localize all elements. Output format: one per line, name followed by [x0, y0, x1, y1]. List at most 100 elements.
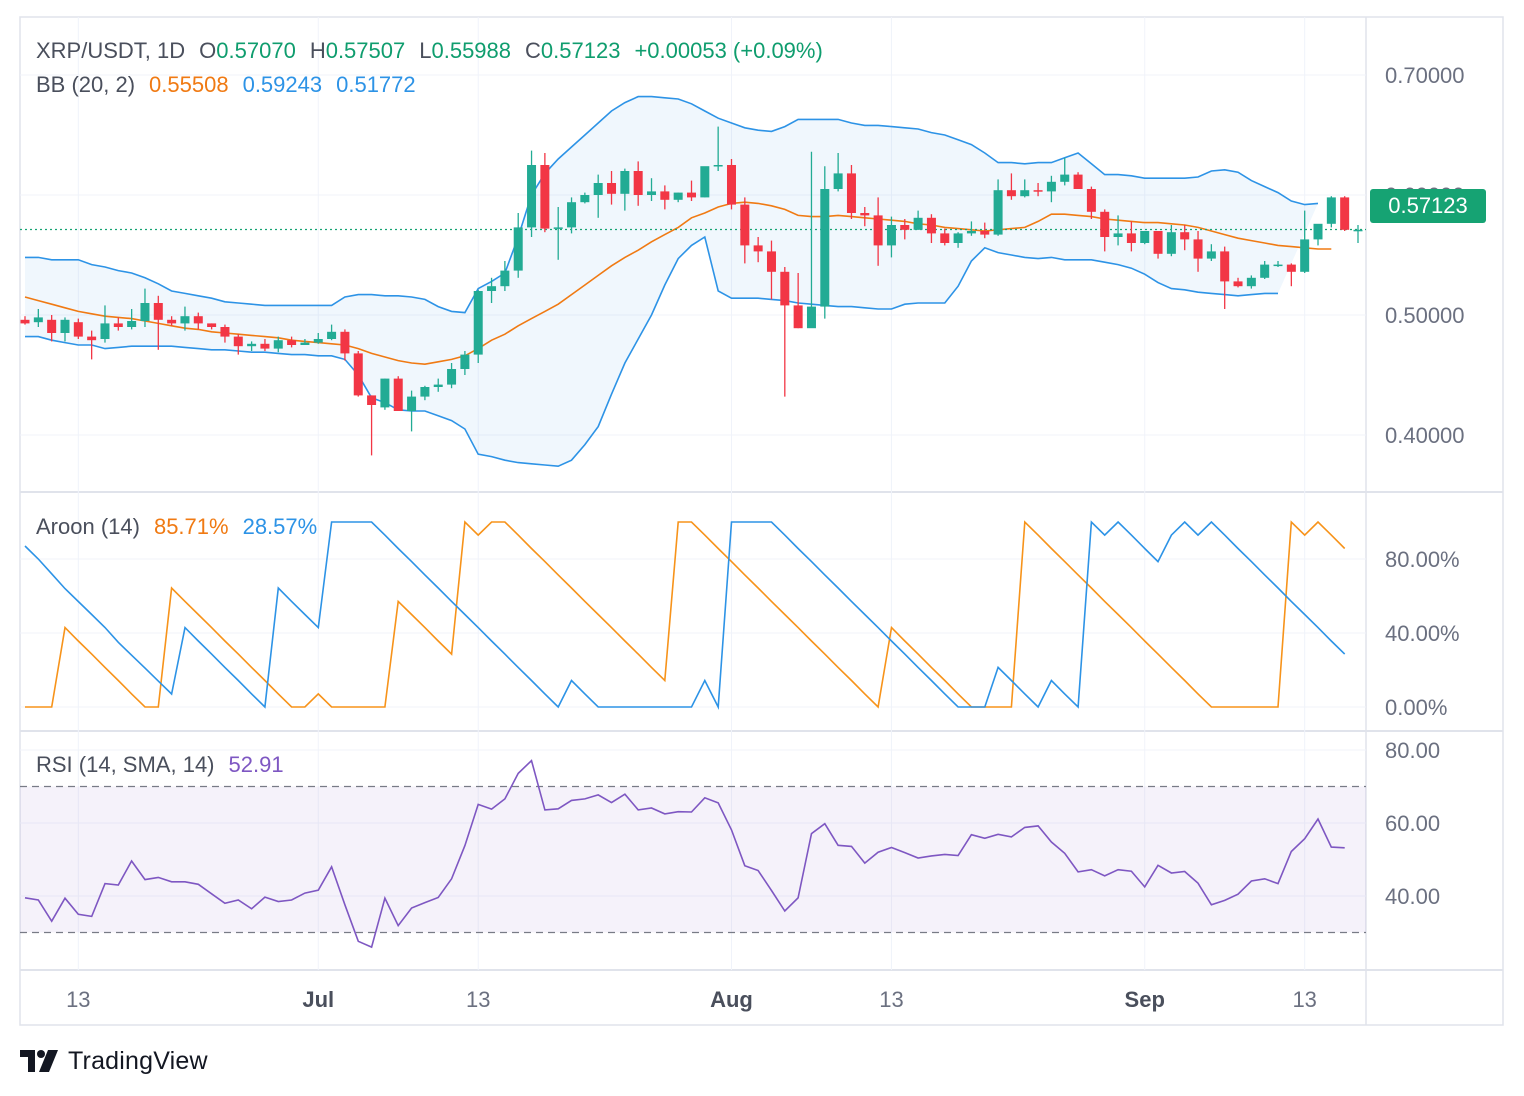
candle-body [580, 195, 590, 203]
rsi-legend: RSI (14, SMA, 14) 52.91 [36, 752, 298, 778]
candle-body [860, 213, 870, 216]
candle-body [1153, 231, 1163, 254]
change-value: +0.00053 (+0.09%) [634, 38, 823, 63]
candle-body [393, 378, 403, 411]
rsi-name: RSI (14, SMA, 14) [36, 752, 215, 777]
bb-upper-value: 0.59243 [242, 72, 323, 97]
candle-body [340, 331, 350, 354]
symbol-label: XRP/USDT, 1D [36, 38, 186, 63]
candle-body [1140, 231, 1150, 243]
candle-body [940, 233, 950, 243]
candle-body [633, 171, 643, 195]
chart-frame [19, 16, 1504, 1026]
price-tick-label: 0.70000 [1385, 63, 1465, 88]
tradingview-logo[interactable]: TradingView [20, 1046, 208, 1076]
candle-body [540, 165, 550, 229]
rsi-band-fill [20, 786, 1366, 933]
tradingview-logo-icon [20, 1050, 58, 1072]
candle-body [1193, 239, 1203, 259]
candle-body [886, 225, 896, 246]
candle-body [700, 166, 710, 198]
candle-body [1220, 251, 1230, 282]
time-tick-label: 13 [1292, 987, 1316, 1012]
candle-body [593, 183, 603, 195]
candle-body [1073, 174, 1083, 189]
candle-body [407, 396, 417, 411]
aroon-down-value: 28.57% [242, 514, 318, 539]
candle-body [1060, 174, 1070, 182]
candle-body [980, 231, 990, 235]
candle-body [220, 327, 230, 337]
candle-body [753, 245, 763, 252]
candle-body [1126, 233, 1136, 243]
candle-body [780, 271, 790, 306]
candle-body [113, 323, 123, 327]
time-tick-label: 13 [466, 987, 490, 1012]
candle-body [1206, 251, 1216, 259]
candle-body [1113, 233, 1123, 237]
candle-body [327, 331, 337, 339]
aroon-down-line [24, 520, 1346, 710]
candle-body [127, 321, 137, 327]
high-key: H [309, 38, 326, 63]
candle-body [1166, 232, 1176, 254]
candle-body [167, 319, 177, 324]
open-key: O [199, 38, 217, 63]
bb-lower-value: 0.51772 [336, 72, 416, 97]
candle-body [447, 369, 457, 385]
bb-upper-line [25, 95, 1319, 314]
candle-body [460, 354, 470, 369]
candle-body [153, 303, 163, 320]
candle-body [1246, 277, 1256, 287]
bb-basis-line [24, 201, 1332, 366]
candle-body [660, 191, 670, 200]
bb-legend: BB (20, 2) 0.55508 0.59243 0.51772 [36, 72, 430, 98]
candle-body [353, 353, 363, 396]
candle-body [1233, 281, 1243, 287]
candle-body [100, 323, 110, 339]
rsi-tick-label: 80.00 [1385, 738, 1440, 763]
low-value: 0.55988 [431, 38, 512, 63]
price-legend: XRP/USDT, 1D O0.57070 H0.57507 L0.55988 C0.5… [36, 38, 837, 64]
candle-body [60, 319, 70, 333]
candle-body [1046, 181, 1056, 192]
candle-body [1180, 232, 1190, 240]
rsi-tick-label: 40.00 [1385, 884, 1440, 909]
candles [20, 126, 1363, 456]
candle-body [820, 189, 830, 307]
candle-body [833, 173, 843, 189]
candle-body [300, 342, 310, 345]
candle-body [1326, 197, 1336, 224]
candle-body [1273, 264, 1283, 267]
candle-body [966, 231, 976, 234]
candle-body [926, 217, 936, 234]
candle-body [233, 336, 243, 347]
time-tick-label: Sep [1125, 987, 1165, 1012]
aroon-tick-label: 0.00% [1385, 695, 1447, 720]
rsi-line [24, 759, 1345, 949]
candle-body [1286, 264, 1296, 272]
candle-body [487, 286, 497, 291]
candle-body [420, 387, 430, 397]
candle-body [687, 192, 696, 198]
candle-body [247, 343, 257, 347]
aroon-tick-label: 40.00% [1385, 621, 1460, 646]
candle-body [367, 395, 377, 405]
candle-body [806, 306, 816, 329]
bb-basis-value: 0.55508 [149, 72, 229, 97]
rsi-tick-label: 60.00 [1385, 811, 1440, 836]
candle-body [287, 340, 297, 345]
low-key: L [419, 38, 432, 63]
candle-body [900, 225, 910, 230]
bb-band-fill [25, 96, 1319, 467]
close-key: C [525, 38, 541, 63]
candle-body [140, 303, 150, 321]
time-tick-label: Jul [302, 987, 334, 1012]
candle-body [1100, 211, 1110, 237]
candle-body [740, 204, 750, 246]
candle-body [180, 316, 190, 324]
candle-body [1020, 190, 1030, 197]
candle-body [993, 190, 1003, 235]
candle-body [33, 317, 43, 323]
